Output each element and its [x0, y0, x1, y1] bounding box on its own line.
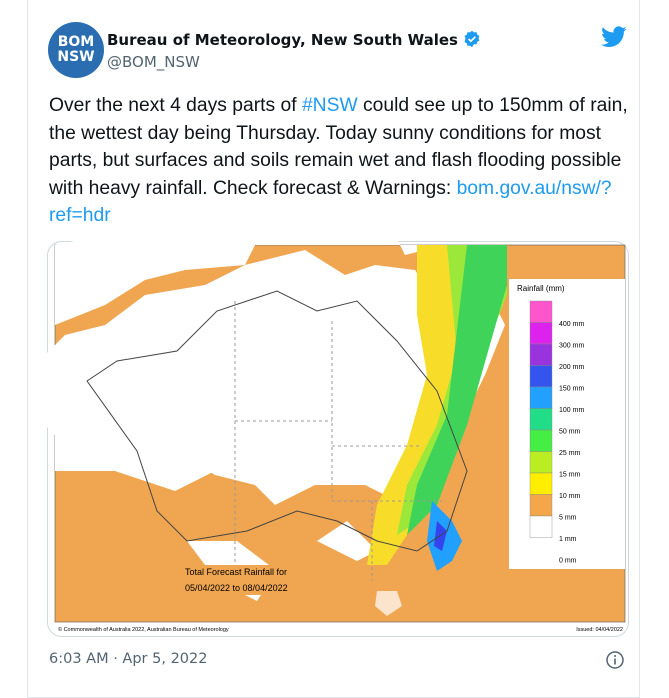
legend-swatch [529, 322, 553, 345]
legend: 400 mm 300 mm 200 mm 150 mm 100 mm 50 mm 25 mm… [529, 300, 584, 565]
legend-bg [509, 279, 625, 569]
rain-band [407, 245, 507, 535]
legend-label: 0 mm [559, 558, 577, 565]
legend-label: 5 mm [559, 515, 577, 522]
text: Over the next 4 days parts of [49, 95, 302, 116]
legend-swatch [529, 343, 553, 366]
timestamp[interactable]: 6:03 AM · Apr 5, 2022 [49, 651, 208, 667]
legend-label: 50 mm [559, 429, 581, 436]
legend-swatch [529, 429, 553, 452]
legend-swatch [529, 386, 553, 409]
legend-swatch [529, 408, 553, 431]
state-borders [234, 301, 442, 581]
copyright: © Commonwealth of Australia 2022, Austra… [58, 626, 229, 633]
dry-region [55, 341, 315, 491]
author-handle[interactable]: @BOM_NSW [107, 53, 200, 71]
map-image[interactable]: Total Forecast Rainfall for 05/04/2022 t… [47, 241, 629, 637]
avatar-text: NSW [57, 49, 95, 65]
tweet-text: Over the next 4 days parts of #NSW could… [49, 92, 634, 230]
issued: Issued: 04/04/2022 [576, 627, 623, 633]
legend-label: 150 mm [559, 386, 584, 393]
legend-title: Rainfall (mm) [517, 284, 565, 293]
author-name[interactable]: Bureau of Meteorology, New South Wales [107, 30, 481, 49]
info-icon[interactable] [605, 650, 625, 670]
text: could see up to 150mm of rain, the wette… [49, 95, 628, 199]
legend-swatch [529, 472, 553, 495]
avatar[interactable]: BOM NSW [48, 22, 104, 78]
legend-label: 1 mm [559, 536, 577, 543]
legend-label: 100 mm [559, 407, 584, 414]
legend-swatch [529, 365, 553, 388]
page: BOM NSW Bureau of Meteorology, New South … [27, 0, 640, 698]
twitter-logo[interactable] [601, 26, 627, 48]
dry-region [55, 245, 255, 325]
legend-label: 15 mm [559, 472, 581, 479]
legend-label: 10 mm [559, 493, 581, 500]
verified-badge [464, 30, 480, 48]
rain-band [434, 521, 447, 551]
caption-bg [180, 565, 305, 595]
link[interactable]: bom.gov.au/nsw/?ref=hdr [49, 177, 612, 227]
avatar-text: BOM [57, 34, 95, 50]
caption: 05/04/2022 to 08/04/2022 [185, 583, 288, 593]
legend-swatch [529, 515, 553, 538]
legend-label: 400 mm [559, 321, 584, 328]
legend-label: 200 mm [559, 364, 584, 371]
legend-swatch [529, 300, 553, 323]
dry-region [375, 591, 402, 616]
legend-swatch [529, 451, 553, 474]
legend-swatch [529, 494, 553, 517]
legend-label: 25 mm [559, 450, 581, 457]
hashtag[interactable]: #NSW [301, 95, 358, 116]
legend-label: 300 mm [559, 343, 584, 350]
author-name-text: Bureau of Meteorology, New South Wales [107, 31, 458, 49]
coastline [86, 290, 468, 552]
caption: Total Forecast Rainfall for [185, 567, 287, 577]
